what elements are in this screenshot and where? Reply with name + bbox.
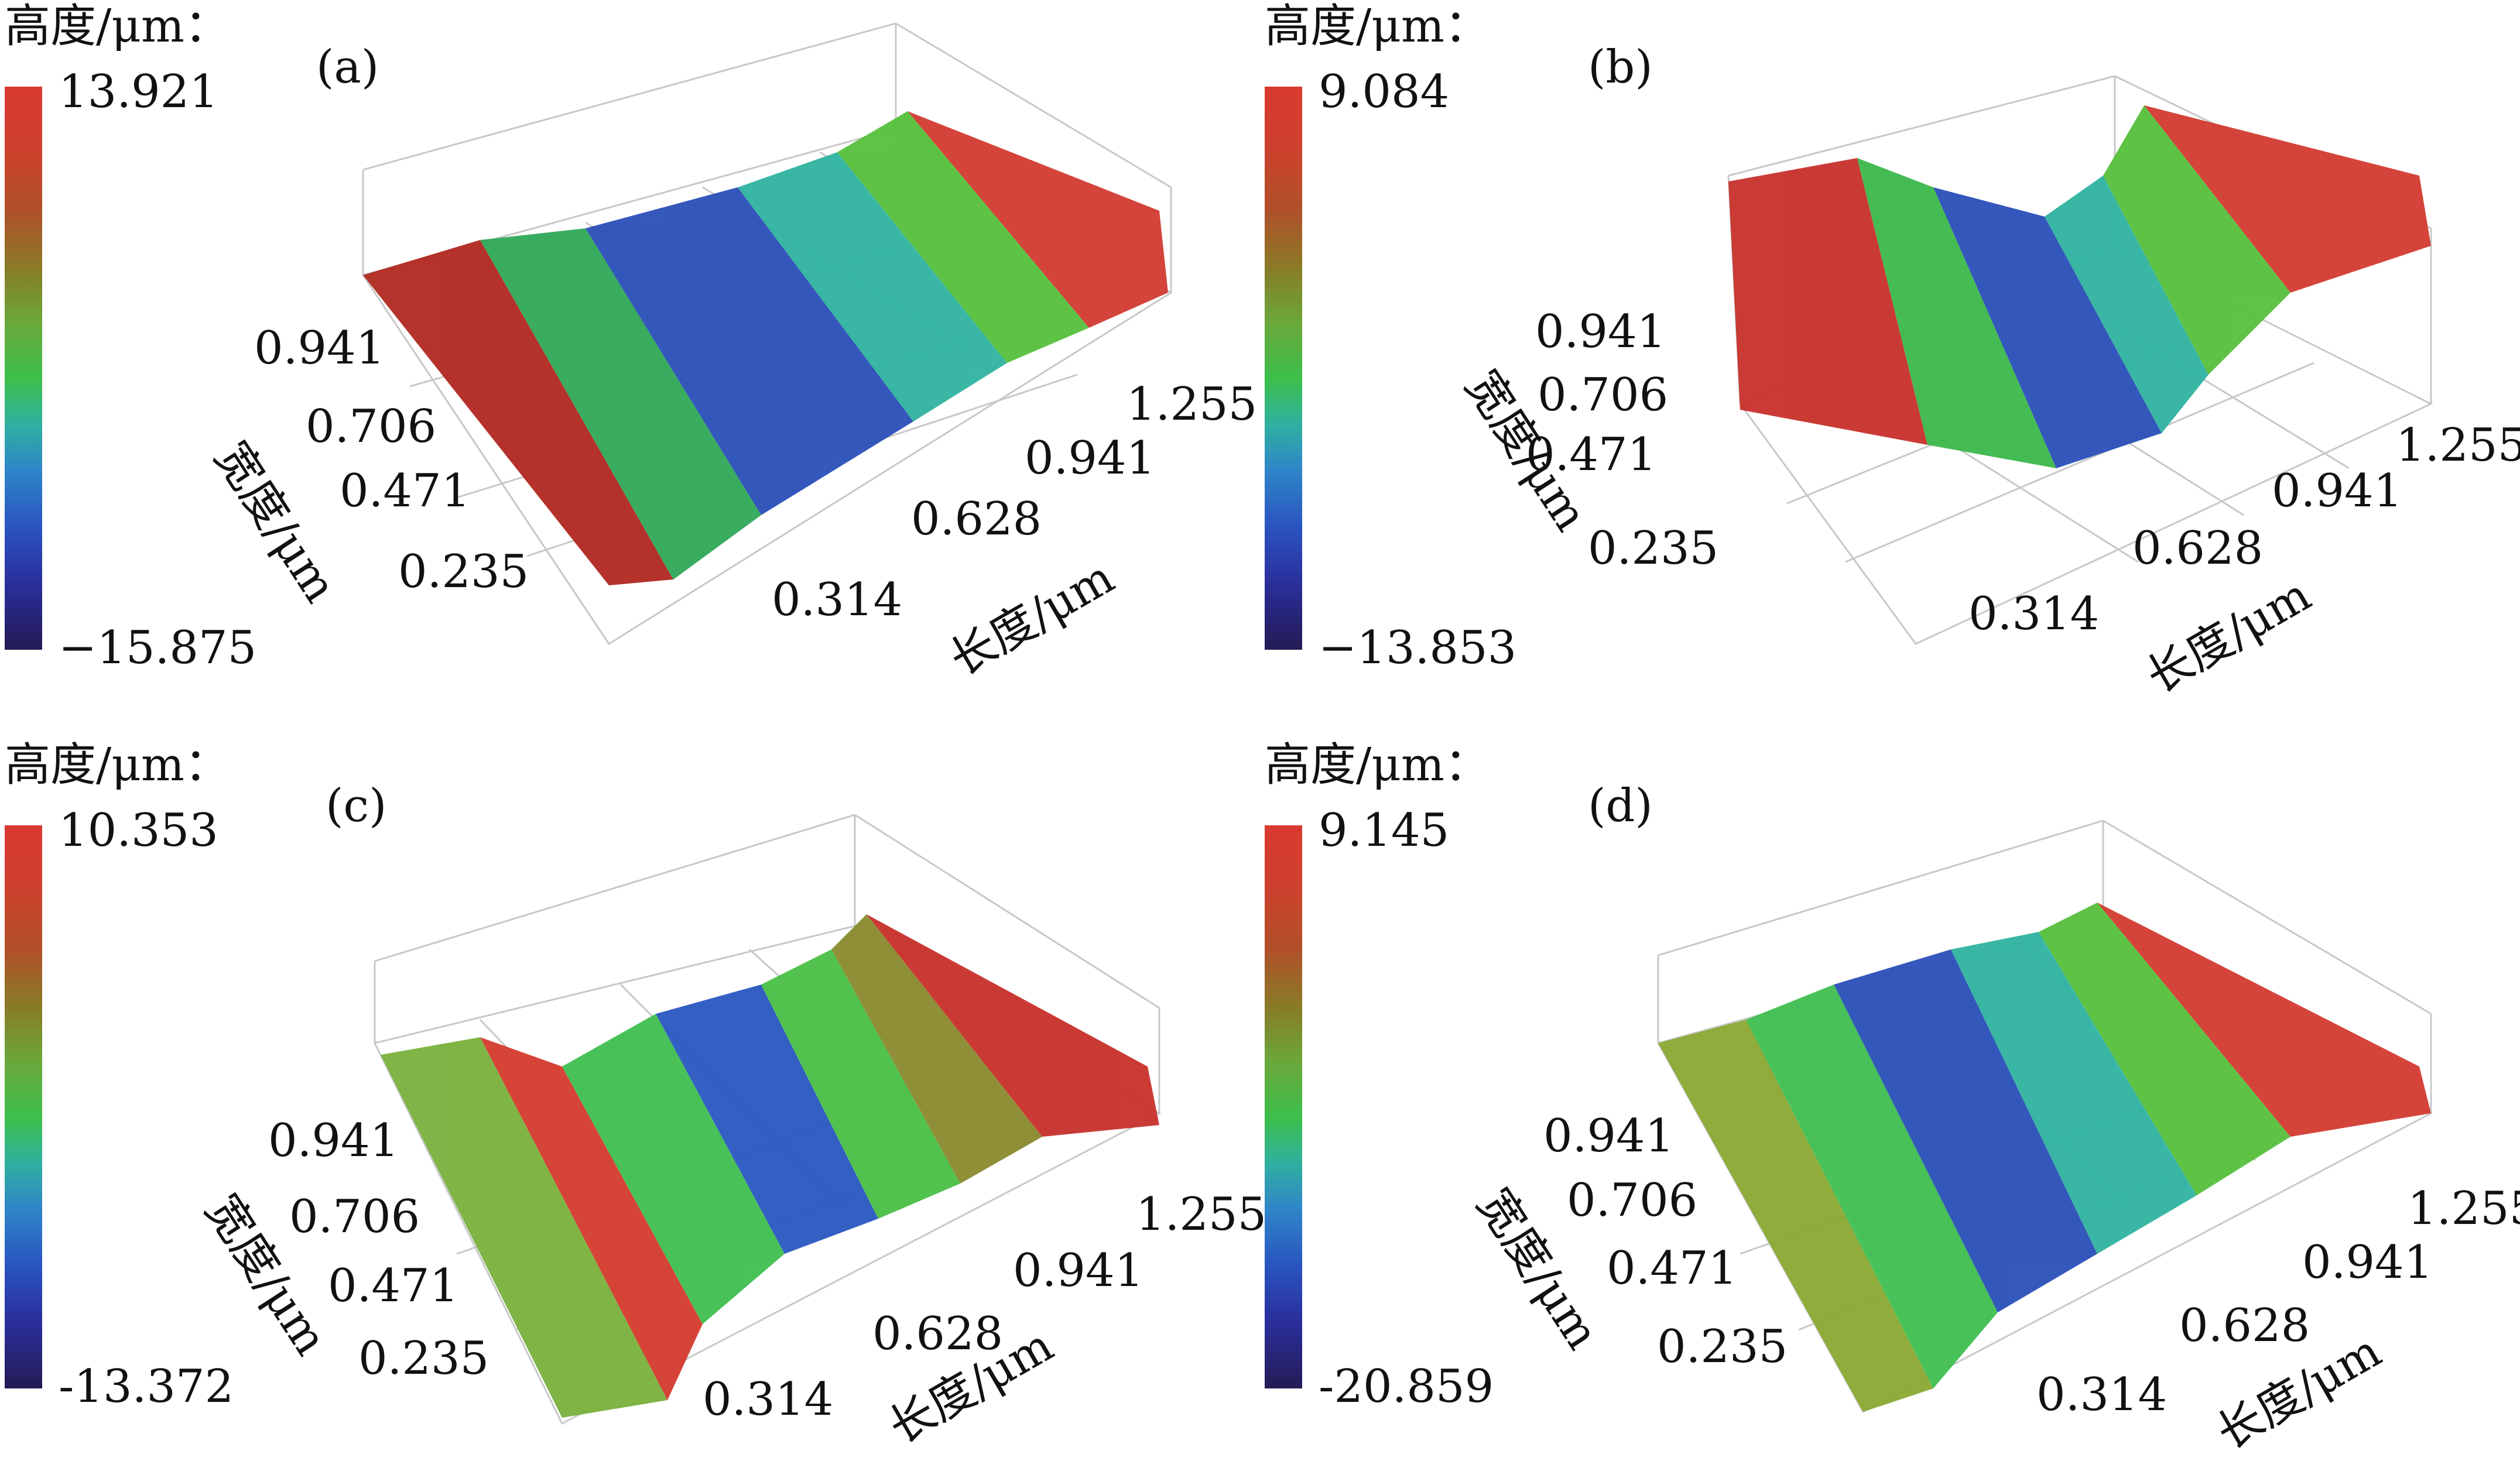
colorbar-max: 9.145 bbox=[1319, 804, 1450, 857]
panel-b: 高度/μm： 9.084 −13.853 (b) 0.941 0.706 0.4 bbox=[1260, 0, 2520, 739]
length-tick: 0.941 bbox=[1013, 1244, 1144, 1297]
colorbar-min: -13.372 bbox=[59, 1360, 234, 1413]
width-tick: 0.941 bbox=[1535, 306, 1666, 358]
colorbar bbox=[5, 825, 42, 1388]
width-tick: 0.471 bbox=[1607, 1242, 1738, 1295]
length-tick: 1.255 bbox=[2408, 1182, 2520, 1235]
panel-label: (c) bbox=[326, 780, 387, 832]
width-tick: 0.235 bbox=[398, 546, 529, 598]
surface-plot-b bbox=[1727, 75, 2433, 645]
colorbar-max: 10.353 bbox=[59, 804, 218, 857]
colorbar bbox=[1265, 825, 1302, 1388]
width-tick: 0.941 bbox=[268, 1114, 399, 1167]
panel-label: (a) bbox=[316, 41, 379, 94]
surface bbox=[1658, 903, 2431, 1412]
width-tick: 0.706 bbox=[306, 400, 437, 453]
panel-label: (b) bbox=[1588, 41, 1653, 94]
width-tick: 0.235 bbox=[358, 1332, 489, 1385]
length-tick: 0.314 bbox=[2036, 1369, 2168, 1421]
colorbar-max: 9.084 bbox=[1319, 66, 1450, 118]
width-tick: 0.235 bbox=[1657, 1321, 1788, 1373]
panel-a: 高度/μm： 13.921 −15.875 (a) 0.94 bbox=[0, 0, 1260, 739]
surface bbox=[381, 914, 1159, 1418]
length-tick: 0.628 bbox=[872, 1308, 1004, 1360]
length-tick: 0.941 bbox=[2302, 1236, 2433, 1289]
colorbar-min: -20.859 bbox=[1319, 1360, 1494, 1413]
width-tick: 0.471 bbox=[328, 1260, 459, 1312]
colorbar bbox=[1265, 87, 1302, 650]
width-tick: 0.941 bbox=[254, 322, 385, 375]
surface-plot-d bbox=[1656, 819, 2433, 1414]
surface bbox=[1728, 105, 2431, 468]
width-tick: 0.471 bbox=[1526, 428, 1657, 481]
height-axis-title: 高度/μm： bbox=[5, 739, 230, 791]
panel-label: (d) bbox=[1588, 780, 1653, 832]
length-tick: 0.314 bbox=[703, 1373, 834, 1426]
length-tick: 0.941 bbox=[1025, 432, 1156, 485]
surface-plot-a bbox=[361, 22, 1173, 646]
width-tick: 0.706 bbox=[289, 1191, 420, 1243]
panel-d: 高度/μm： 9.145 -20.859 (d) 0.941 0.706 0.4 bbox=[1260, 739, 2520, 1477]
width-tick: 0.471 bbox=[340, 465, 471, 517]
length-tick: 1.255 bbox=[1127, 378, 1258, 431]
length-tick: 0.941 bbox=[2272, 465, 2403, 517]
colorbar-min: −15.875 bbox=[59, 622, 257, 674]
length-tick: 1.255 bbox=[2396, 419, 2520, 472]
panel-c: 高度/μm： 10.353 -13.372 (c) 0.941 0.7 bbox=[0, 739, 1266, 1477]
length-tick: 0.628 bbox=[2179, 1299, 2310, 1352]
length-tick: 0.314 bbox=[1968, 588, 2100, 640]
width-tick: 0.706 bbox=[1567, 1174, 1698, 1227]
width-tick: 0.941 bbox=[1543, 1110, 1675, 1162]
colorbar-max: 13.921 bbox=[59, 66, 218, 118]
length-tick: 1.255 bbox=[1136, 1188, 1267, 1241]
surface-plot-c bbox=[373, 814, 1162, 1425]
colorbar bbox=[5, 87, 42, 650]
length-tick: 0.628 bbox=[2132, 522, 2264, 575]
height-axis-title: 高度/μm： bbox=[5, 0, 230, 53]
height-axis-title: 高度/μm： bbox=[1265, 0, 1490, 53]
length-tick: 0.314 bbox=[772, 574, 903, 626]
colorbar-min: −13.853 bbox=[1319, 622, 1517, 674]
surface bbox=[363, 111, 1168, 585]
height-axis-title: 高度/μm： bbox=[1265, 739, 1490, 791]
length-tick: 0.628 bbox=[911, 493, 1042, 546]
width-tick: 0.235 bbox=[1588, 522, 1719, 575]
width-tick: 0.706 bbox=[1538, 369, 1669, 421]
